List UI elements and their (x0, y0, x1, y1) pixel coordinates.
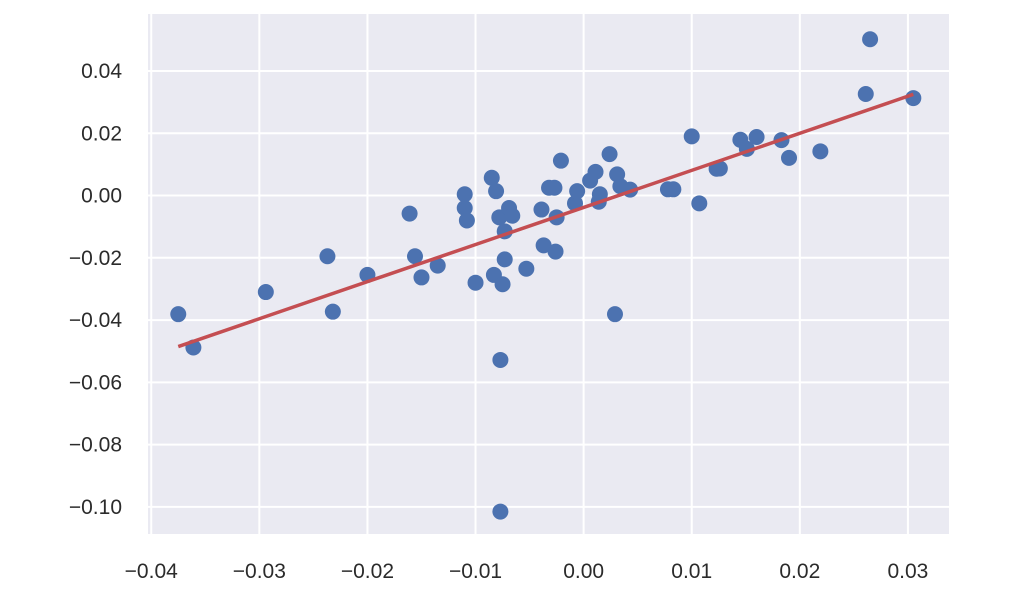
y-tick-label: −0.02 (69, 247, 122, 270)
data-point (546, 179, 563, 196)
y-tick-label: 0.04 (81, 60, 122, 83)
data-point (862, 31, 879, 48)
y-tick-label: −0.08 (69, 434, 122, 457)
plot-area (148, 14, 949, 534)
data-point (569, 183, 586, 200)
x-tick-label: −0.02 (341, 560, 394, 583)
data-point (467, 274, 484, 291)
data-point (781, 149, 798, 166)
data-point (413, 269, 430, 286)
x-tick-label: 0.01 (671, 560, 712, 583)
data-point (587, 163, 604, 180)
data-point (458, 212, 475, 229)
data-point (711, 160, 728, 177)
data-point (496, 251, 513, 268)
y-tick-label: 0.00 (81, 185, 122, 208)
x-axis-ticks: −0.04 −0.03 −0.02 −0.01 0.00 0.01 0.02 0.03 (125, 560, 929, 583)
fit-line-group (177, 92, 914, 349)
data-point (552, 152, 569, 169)
y-tick-label: −0.06 (69, 371, 122, 394)
data-point (535, 237, 552, 254)
y-tick-label: −0.10 (69, 496, 122, 519)
data-point (601, 146, 618, 163)
data-point (456, 199, 473, 216)
data-point (483, 169, 500, 186)
x-tick-label: 0.02 (779, 560, 820, 583)
x-tick-label: 0.00 (563, 560, 604, 583)
y-axis-ticks: 0.04 0.02 0.00 −0.02 −0.04 −0.06 −0.08 −0.10 (69, 60, 122, 519)
data-point (492, 351, 509, 368)
data-point (488, 183, 505, 200)
data-point (591, 186, 608, 203)
data-point (606, 306, 623, 323)
data-point (492, 503, 509, 520)
data-point (857, 86, 874, 103)
data-point (518, 260, 535, 277)
data-point (683, 128, 700, 145)
grid-lines (148, 14, 949, 534)
data-point (533, 201, 550, 218)
x-tick-label: −0.04 (125, 560, 178, 583)
data-point (504, 207, 521, 224)
data-point (407, 248, 423, 265)
data-point (257, 284, 274, 301)
data-point (429, 257, 446, 274)
data-point (691, 195, 708, 212)
data-point (494, 276, 511, 293)
x-tick-label: −0.01 (449, 560, 502, 583)
data-point (812, 143, 829, 160)
data-point (319, 248, 336, 265)
y-tick-label: 0.02 (81, 122, 122, 145)
data-point (456, 186, 473, 203)
data-point (170, 306, 187, 323)
data-point (547, 243, 564, 260)
y-tick-label: −0.04 (69, 309, 122, 332)
fit-line (177, 92, 914, 349)
data-point (401, 205, 418, 222)
x-tick-label: 0.03 (887, 560, 928, 583)
x-tick-label: −0.03 (233, 560, 286, 583)
data-point (665, 181, 682, 198)
data-point (748, 128, 765, 145)
scatter-points (170, 31, 922, 520)
data-point (324, 303, 341, 320)
